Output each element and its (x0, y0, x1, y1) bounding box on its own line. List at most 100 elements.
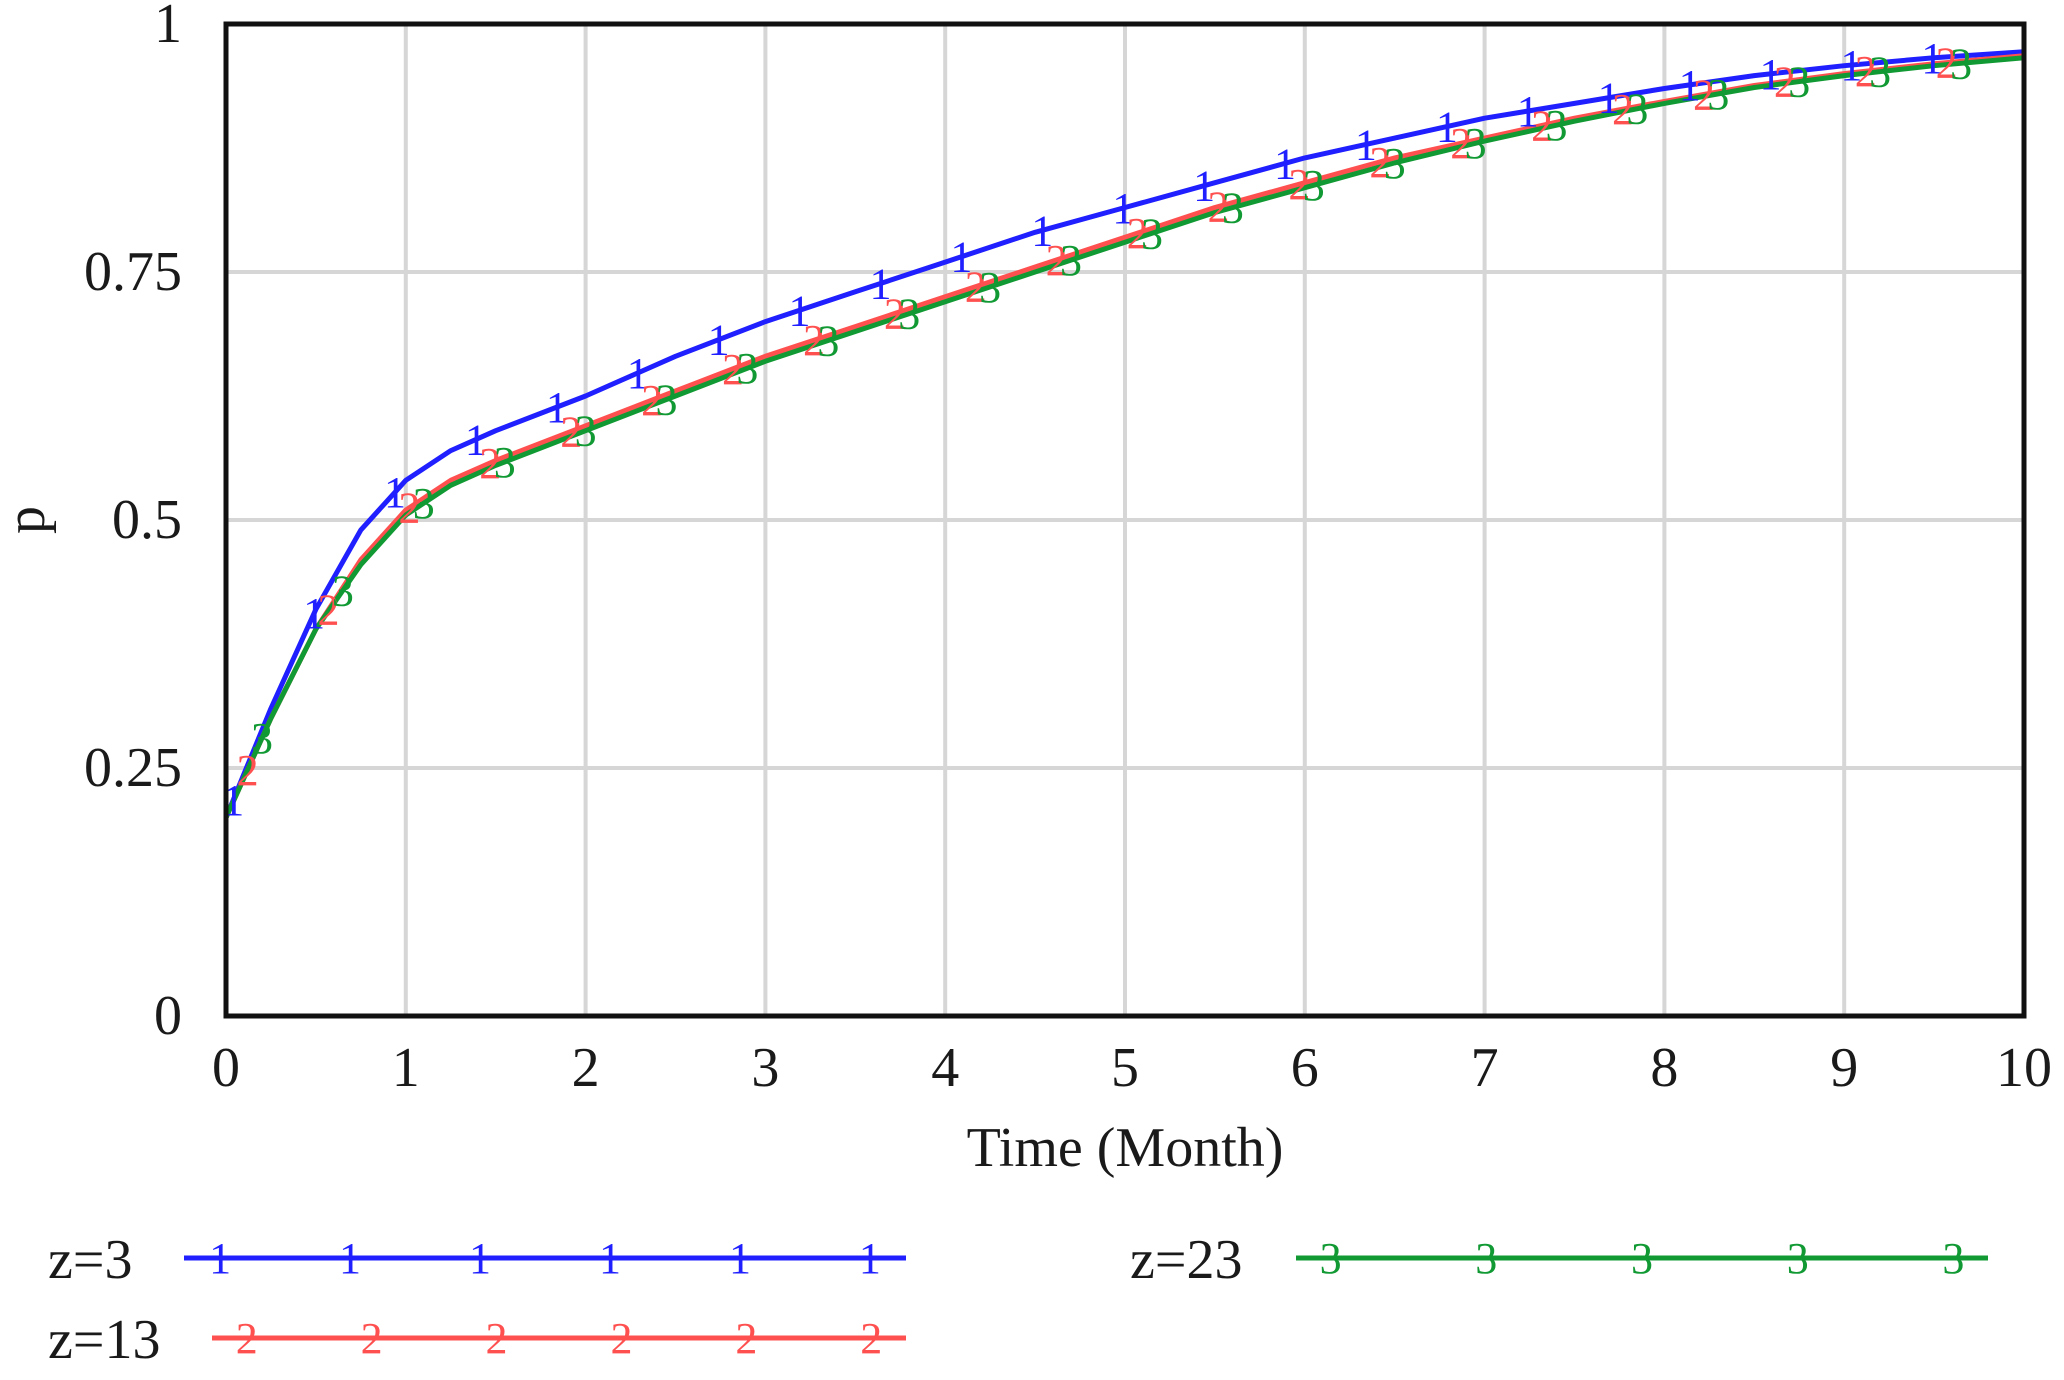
legend-marker: 3 (1787, 1234, 1809, 1283)
series-marker-1: 1 (384, 468, 406, 517)
legend-marker: 3 (1942, 1234, 1964, 1283)
series-marker-3: 3 (1384, 139, 1406, 188)
series-marker-1: 1 (708, 316, 730, 365)
legend-marker: 1 (729, 1234, 751, 1283)
y-tick-label: 0.5 (112, 489, 182, 551)
series-marker-3: 3 (1869, 48, 1891, 97)
series-marker-2: 2 (1127, 209, 1149, 258)
series-marker-1: 1 (1031, 206, 1053, 255)
series-line-3 (223, 55, 2025, 819)
series-marker-1: 1 (465, 415, 487, 464)
series-marker-2: 2 (1774, 57, 1796, 106)
x-tick-label: 1 (392, 1037, 420, 1099)
legend-marker: 1 (599, 1234, 621, 1283)
series-marker-1: 1 (546, 383, 568, 432)
series-marker-3: 3 (817, 316, 839, 365)
x-tick-label: 5 (1111, 1037, 1139, 1099)
y-tick-label: 0.25 (84, 737, 182, 799)
plot-frame (223, 21, 2027, 1019)
series-marker-1: 1 (869, 260, 891, 309)
series-marker-1: 1 (1112, 184, 1134, 233)
series-marker-2: 2 (1612, 85, 1634, 134)
series-marker-3: 3 (1788, 58, 1810, 107)
series-marker-1: 1 (1436, 103, 1458, 152)
x-tick-label: 4 (931, 1037, 959, 1099)
series-marker-3: 3 (1546, 101, 1568, 150)
series-marker-1: 1 (627, 349, 649, 398)
legend-marker: 1 (469, 1234, 491, 1283)
x-tick-label: 0 (212, 1037, 240, 1099)
series-marker-3: 3 (1465, 119, 1487, 168)
y-tick-label: 0 (154, 985, 182, 1047)
series-marker-3: 3 (575, 407, 597, 456)
series-marker-3: 3 (1303, 161, 1325, 210)
series-lines (223, 49, 2025, 819)
series-marker-3: 3 (413, 479, 435, 528)
series-marker-1: 1 (789, 286, 811, 335)
y-tick-label: 1 (154, 0, 182, 55)
x-tick-label: 2 (572, 1037, 600, 1099)
series-marker-2: 2 (317, 586, 339, 635)
x-axis-title: Time (Month) (967, 1117, 1284, 1179)
series-marker-3: 3 (1707, 70, 1729, 119)
series-marker-1: 1 (1355, 120, 1377, 169)
series-marker-1: 1 (1921, 34, 1943, 83)
legend-marker: 1 (859, 1234, 881, 1283)
series-marker-1: 1 (950, 233, 972, 282)
series-marker-2: 2 (1288, 160, 1310, 209)
legend-marker: 2 (610, 1314, 632, 1363)
series-marker-3: 3 (1222, 184, 1244, 233)
series-marker-1: 1 (303, 589, 325, 638)
grid-lines (226, 24, 2024, 1016)
legend-marker: 3 (1320, 1234, 1342, 1283)
series-marker-3: 3 (1626, 85, 1648, 134)
legend-item: z=23 3 3 3 3 3 (1130, 1229, 1988, 1291)
series-marker-1: 1 (1679, 61, 1701, 110)
x-tick-label: 8 (1650, 1037, 1678, 1099)
x-tick-label: 10 (1996, 1037, 2052, 1099)
series-marker-3: 3 (494, 438, 516, 487)
legend-marker: 2 (486, 1314, 508, 1363)
x-tick-label: 6 (1291, 1037, 1319, 1099)
legend-label: z=13 (48, 1309, 160, 1371)
legend-marker: 1 (339, 1234, 361, 1283)
y-axis-title: p (0, 506, 57, 534)
legend-marker: 3 (1475, 1234, 1497, 1283)
y-tick-label: 0.75 (84, 241, 182, 303)
series-marker-2: 2 (722, 345, 744, 394)
series-line-1 (223, 49, 2025, 819)
legend: z=3 1 1 1 1 1 1 z=13 2 2 2 2 2 2 z=23 3 3 3 3 3 (48, 1229, 1988, 1371)
series-marker-2: 2 (641, 376, 663, 425)
legend-marker: 2 (735, 1314, 757, 1363)
series-marker-1: 1 (1517, 87, 1539, 136)
series-marker-3: 3 (332, 566, 354, 615)
series-marker-2: 2 (1531, 101, 1553, 150)
series-marker-2: 2 (1046, 236, 1068, 285)
series-marker-1: 1 (1193, 162, 1215, 211)
legend-marker: 3 (1631, 1234, 1653, 1283)
series-marker-2: 2 (1207, 183, 1229, 232)
series-marker-2: 2 (1693, 70, 1715, 119)
legend-marker: 2 (361, 1314, 383, 1363)
series-marker-2: 2 (398, 484, 420, 533)
series-marker-2: 2 (884, 289, 906, 338)
series-marker-3: 3 (1141, 209, 1163, 258)
series-marker-3: 3 (736, 344, 758, 393)
series-marker-1: 1 (1759, 50, 1781, 99)
series-marker-2: 2 (803, 316, 825, 365)
x-tick-label: 9 (1830, 1037, 1858, 1099)
series-marker-2: 2 (1450, 119, 1472, 168)
series-marker-3: 3 (1060, 236, 1082, 285)
legend-marker: 1 (209, 1234, 231, 1283)
series-marker-3: 3 (1950, 39, 1972, 88)
series-marker-1: 1 (1840, 41, 1862, 90)
legend-item: z=3 1 1 1 1 1 1 (48, 1229, 906, 1291)
series-marker-1: 1 (1274, 139, 1296, 188)
series-marker-3: 3 (979, 263, 1001, 312)
series-marker-2: 2 (560, 407, 582, 456)
legend-marker: 2 (860, 1314, 882, 1363)
series-marker-2: 2 (1936, 39, 1958, 88)
legend-item: z=13 2 2 2 2 2 2 (48, 1309, 906, 1371)
